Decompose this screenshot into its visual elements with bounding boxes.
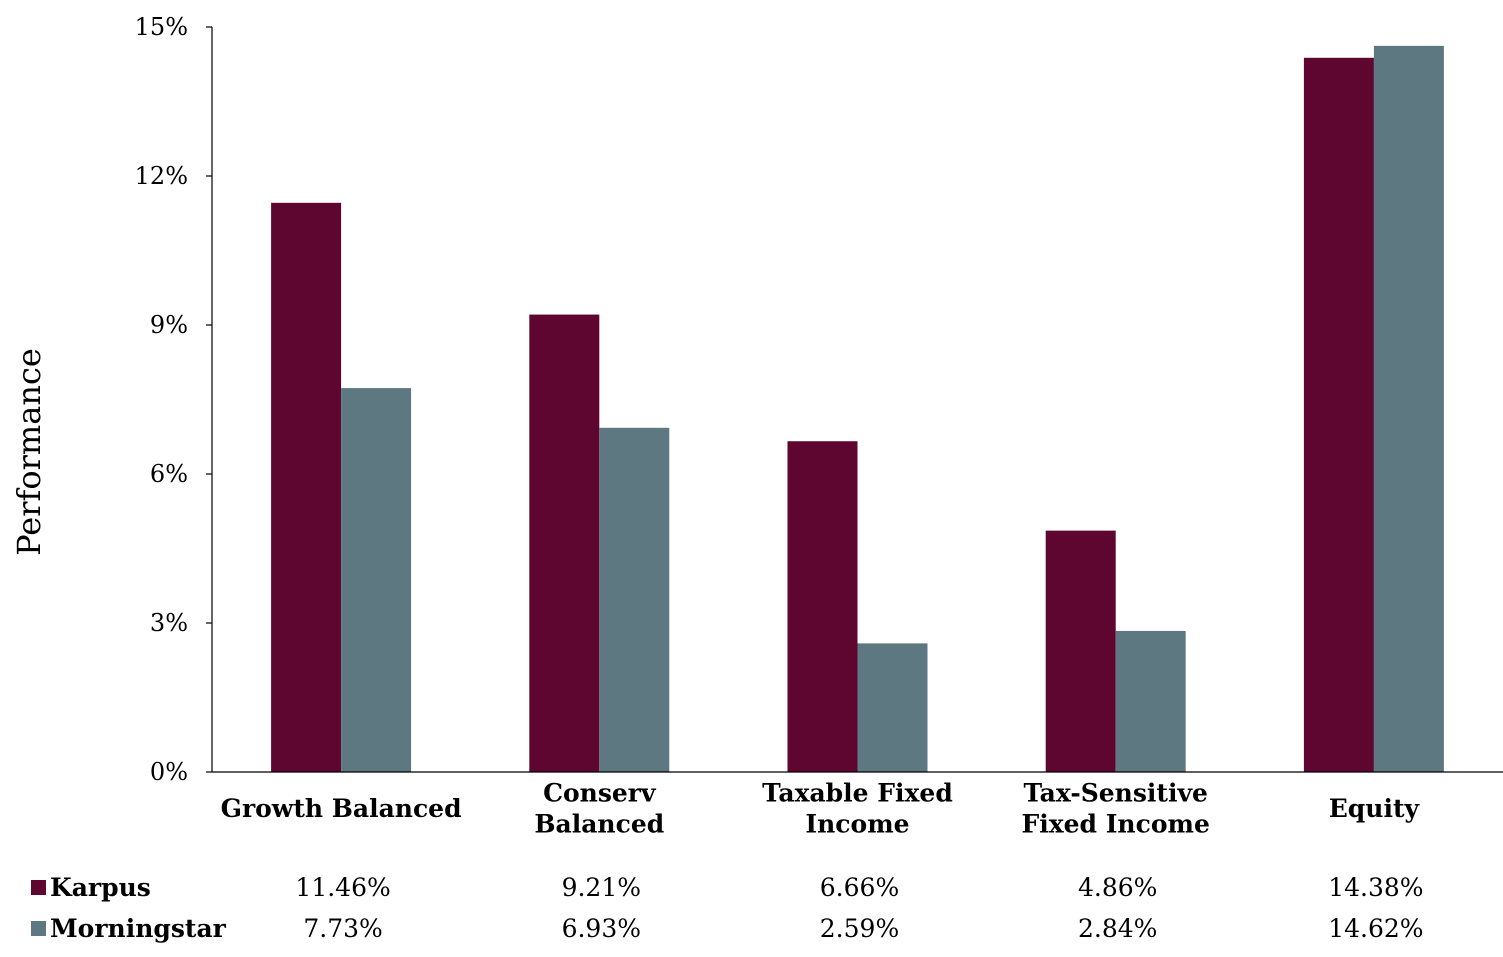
bar-morningstar-2 <box>857 643 928 772</box>
category-label: Equity <box>1329 794 1421 823</box>
y-tick-label: 12% <box>135 162 188 190</box>
data-table: Karpus 11.46% 9.21% 6.66% 4.86% 14.38% Morning… <box>31 873 1424 943</box>
table-value: 9.21% <box>562 873 641 902</box>
bar-karpus-1 <box>529 314 600 772</box>
category-label-line: Conserv <box>543 779 657 808</box>
y-tick-label: 15% <box>135 13 188 41</box>
table-value: 2.84% <box>1078 914 1157 943</box>
table-value: 2.59% <box>820 914 899 943</box>
bar-morningstar-1 <box>599 427 670 772</box>
y-tick-label: 9% <box>150 311 188 339</box>
category-label: Tax-Sensitive Fixed Income <box>1022 779 1210 839</box>
category-label-line: Growth Balanced <box>221 794 462 823</box>
category-label-line: Tax-Sensitive <box>1023 779 1207 808</box>
table-value: 4.86% <box>1078 873 1157 902</box>
table-value: 14.62% <box>1328 914 1423 943</box>
category-label-line: Equity <box>1329 794 1421 823</box>
y-tick-label: 6% <box>150 460 188 488</box>
category-label: Growth Balanced <box>221 794 462 823</box>
table-value: 6.66% <box>820 873 899 902</box>
category-label: Conserv Balanced <box>534 779 664 839</box>
bar-morningstar-0 <box>341 388 412 772</box>
category-label: Taxable Fixed Income <box>762 779 953 839</box>
legend-label-karpus: Karpus <box>50 873 151 902</box>
legend-swatch-morningstar <box>31 921 46 936</box>
legend-swatch-karpus <box>31 880 46 895</box>
bar-karpus-2 <box>787 441 858 772</box>
bars <box>271 45 1444 772</box>
category-label-line: Balanced <box>534 810 664 839</box>
category-label-line: Taxable Fixed <box>762 779 953 808</box>
table-value: 14.38% <box>1328 873 1423 902</box>
table-value: 6.93% <box>562 914 641 943</box>
y-axis: 0% 3% 6% 9% 12% 15% <box>135 13 213 786</box>
legend-label-morningstar: Morningstar <box>50 914 227 943</box>
bar-karpus-0 <box>271 202 342 772</box>
bar-karpus-3 <box>1045 530 1116 772</box>
category-label-line: Income <box>805 810 909 839</box>
bar-morningstar-4 <box>1373 45 1444 772</box>
bar-karpus-4 <box>1303 57 1374 772</box>
y-tick-label: 0% <box>150 758 188 786</box>
y-axis-title: Performance <box>10 348 48 556</box>
bar-morningstar-3 <box>1115 630 1186 772</box>
x-axis: Growth Balanced Conserv Balanced Taxable Fi… <box>212 771 1503 839</box>
table-value: 7.73% <box>303 914 382 943</box>
y-tick-label: 3% <box>150 609 188 637</box>
category-label-line: Fixed Income <box>1022 810 1210 839</box>
table-value: 11.46% <box>295 873 390 902</box>
